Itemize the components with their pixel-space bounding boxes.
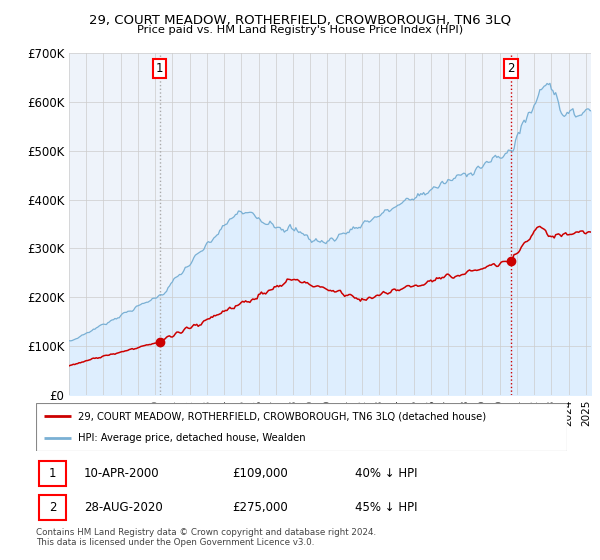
Text: 2: 2 [507,62,515,75]
Text: £275,000: £275,000 [232,501,288,514]
Text: Price paid vs. HM Land Registry's House Price Index (HPI): Price paid vs. HM Land Registry's House … [137,25,463,35]
FancyBboxPatch shape [38,495,66,520]
Text: Contains HM Land Registry data © Crown copyright and database right 2024.
This d: Contains HM Land Registry data © Crown c… [36,528,376,547]
Text: 45% ↓ HPI: 45% ↓ HPI [355,501,417,514]
Text: 40% ↓ HPI: 40% ↓ HPI [355,467,417,480]
Text: £109,000: £109,000 [232,467,288,480]
FancyBboxPatch shape [38,461,66,487]
Text: 2: 2 [49,501,56,514]
Text: 10-APR-2000: 10-APR-2000 [84,467,160,480]
FancyBboxPatch shape [36,403,567,451]
Text: 28-AUG-2020: 28-AUG-2020 [84,501,163,514]
Text: 1: 1 [156,62,164,75]
Text: 1: 1 [49,467,56,480]
Text: 29, COURT MEADOW, ROTHERFIELD, CROWBOROUGH, TN6 3LQ: 29, COURT MEADOW, ROTHERFIELD, CROWBOROU… [89,13,511,26]
Text: HPI: Average price, detached house, Wealden: HPI: Average price, detached house, Weal… [79,433,306,443]
Text: 29, COURT MEADOW, ROTHERFIELD, CROWBOROUGH, TN6 3LQ (detached house): 29, COURT MEADOW, ROTHERFIELD, CROWBOROU… [79,411,487,421]
